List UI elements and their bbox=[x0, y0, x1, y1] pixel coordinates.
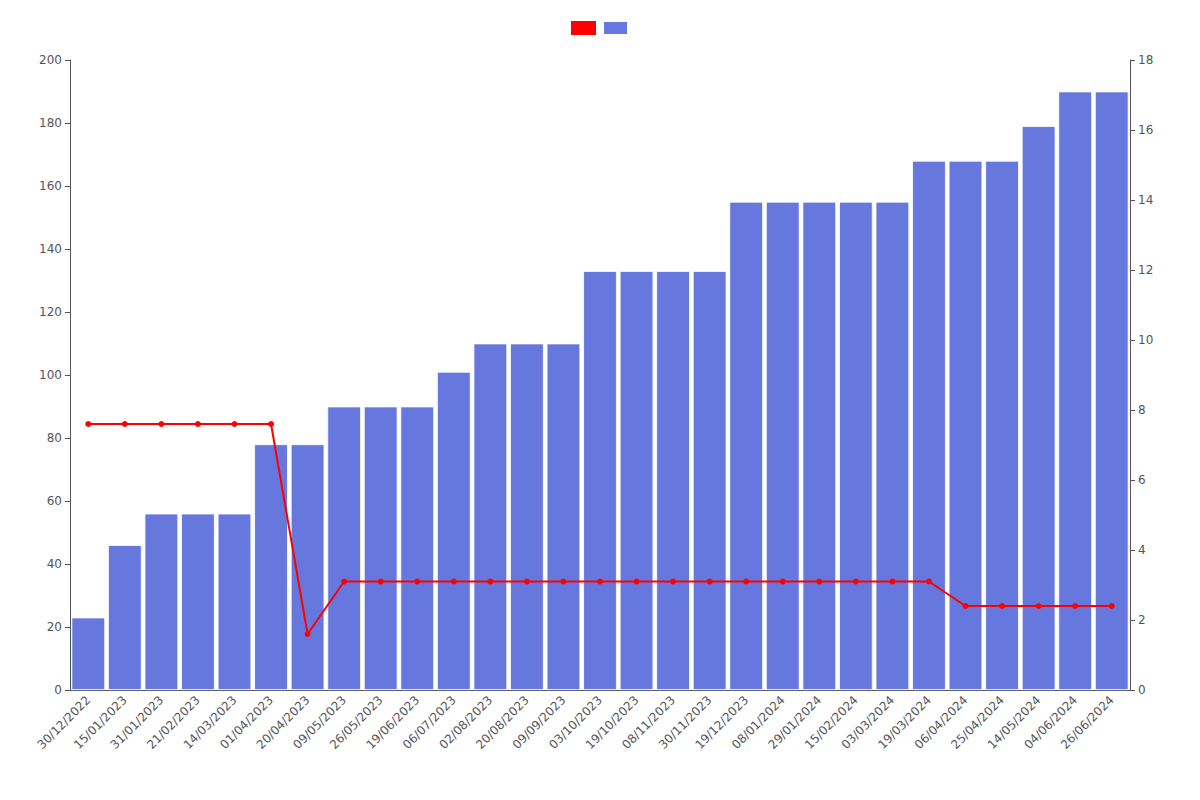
svg-text:0: 0 bbox=[1138, 683, 1146, 697]
svg-text:6: 6 bbox=[1138, 473, 1146, 487]
svg-text:01/04/2023: 01/04/2023 bbox=[217, 693, 276, 752]
svg-text:09/09/2023: 09/09/2023 bbox=[509, 693, 569, 752]
svg-text:80: 80 bbox=[47, 431, 62, 445]
svg-text:16: 16 bbox=[1138, 123, 1153, 137]
svg-text:160: 160 bbox=[39, 179, 62, 193]
svg-text:140: 140 bbox=[39, 242, 62, 256]
svg-text:60: 60 bbox=[47, 494, 62, 508]
svg-text:06/04/2024: 06/04/2024 bbox=[911, 693, 971, 752]
svg-text:40: 40 bbox=[47, 557, 62, 571]
svg-text:20/08/2023: 20/08/2023 bbox=[473, 693, 532, 752]
svg-text:26/05/2023: 26/05/2023 bbox=[326, 693, 386, 752]
svg-text:08/11/2023: 08/11/2023 bbox=[619, 693, 679, 752]
svg-text:15/01/2023: 15/01/2023 bbox=[71, 693, 130, 752]
svg-text:21/02/2023: 21/02/2023 bbox=[144, 693, 203, 752]
svg-text:03/03/2024: 03/03/2024 bbox=[838, 693, 898, 752]
svg-text:14: 14 bbox=[1138, 193, 1153, 207]
svg-text:14/03/2023: 14/03/2023 bbox=[180, 693, 240, 752]
svg-text:120: 120 bbox=[39, 305, 62, 319]
svg-text:31/01/2023: 31/01/2023 bbox=[107, 693, 167, 752]
svg-text:20/04/2023: 20/04/2023 bbox=[253, 693, 313, 752]
svg-text:26/06/2024: 26/06/2024 bbox=[1058, 693, 1117, 752]
svg-text:19/10/2023: 19/10/2023 bbox=[582, 693, 642, 752]
svg-text:02/08/2023: 02/08/2023 bbox=[436, 693, 496, 752]
svg-text:100: 100 bbox=[39, 368, 62, 382]
svg-text:8: 8 bbox=[1138, 403, 1146, 417]
svg-text:19/12/2023: 19/12/2023 bbox=[692, 693, 752, 752]
svg-text:29/01/2024: 29/01/2024 bbox=[765, 693, 825, 752]
svg-text:30/11/2023: 30/11/2023 bbox=[655, 693, 715, 752]
svg-text:2: 2 bbox=[1138, 613, 1146, 627]
svg-text:19/03/2024: 19/03/2024 bbox=[875, 693, 934, 752]
svg-text:14/05/2024: 14/05/2024 bbox=[984, 693, 1044, 752]
svg-text:25/04/2024: 25/04/2024 bbox=[948, 693, 1007, 752]
svg-text:19/06/2023: 19/06/2023 bbox=[363, 693, 423, 752]
svg-text:0: 0 bbox=[54, 683, 62, 697]
svg-text:09/05/2023: 09/05/2023 bbox=[290, 693, 350, 752]
svg-text:180: 180 bbox=[39, 116, 62, 130]
svg-text:10: 10 bbox=[1138, 333, 1153, 347]
svg-text:12: 12 bbox=[1138, 263, 1153, 277]
svg-text:20: 20 bbox=[47, 620, 62, 634]
svg-text:4: 4 bbox=[1138, 543, 1146, 557]
svg-text:18: 18 bbox=[1138, 53, 1153, 67]
svg-text:200: 200 bbox=[39, 53, 62, 67]
svg-text:03/10/2023: 03/10/2023 bbox=[546, 693, 605, 752]
svg-text:15/02/2024: 15/02/2024 bbox=[802, 693, 861, 752]
svg-text:06/07/2023: 06/07/2023 bbox=[400, 693, 459, 752]
svg-text:30/12/2022: 30/12/2022 bbox=[34, 693, 94, 752]
svg-text:04/06/2024: 04/06/2024 bbox=[1021, 693, 1081, 752]
svg-text:08/01/2024: 08/01/2024 bbox=[729, 693, 788, 752]
